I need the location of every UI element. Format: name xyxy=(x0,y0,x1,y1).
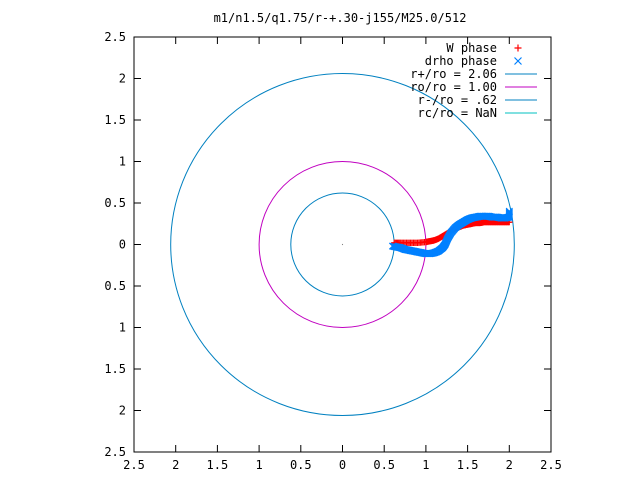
x-tick-label: 2 xyxy=(172,458,179,472)
x-tick-label: 1.5 xyxy=(207,458,229,472)
y-tick-label: 2.5 xyxy=(104,445,126,459)
x-tick-label: 1 xyxy=(255,458,262,472)
x-tick-label: 2.5 xyxy=(123,458,145,472)
y-tick-label: 1 xyxy=(119,155,126,169)
legend-marker xyxy=(514,57,522,65)
x-tick-label: 0.5 xyxy=(373,458,395,472)
data-point xyxy=(505,210,513,218)
x-tick-label: 0.5 xyxy=(290,458,312,472)
y-tick-label: 0 xyxy=(119,238,126,252)
axis-ticks: 2.5 2 1.5 1 0.5 0 0.5 1 1.5 2 2.52.521.510.500.511… xyxy=(104,30,562,472)
x-tick-label: 1.5 xyxy=(457,458,479,472)
x-tick-label: 1 xyxy=(422,458,429,472)
y-tick-label: 1 xyxy=(119,321,126,335)
origin-dot xyxy=(341,243,344,246)
legend-label: ro/ro = 1.00 xyxy=(410,80,497,94)
y-tick-label: 1.5 xyxy=(104,113,126,127)
y-tick-label: 1.5 xyxy=(104,362,126,376)
data-point xyxy=(505,207,513,215)
data-point xyxy=(505,209,513,217)
legend-label: r+/ro = 2.06 xyxy=(410,67,497,81)
y-tick-label: 2 xyxy=(119,404,126,418)
x-tick-label: 2.5 xyxy=(540,458,562,472)
legend-label: rc/ro = NaN xyxy=(418,106,497,120)
legend-marker xyxy=(514,44,522,52)
y-tick-label: 2 xyxy=(119,72,126,86)
y-tick-label: 0.5 xyxy=(104,279,126,293)
x-tick-label: 0 xyxy=(339,458,346,472)
data-point xyxy=(505,208,513,216)
legend-label: r-/ro = .62 xyxy=(418,93,497,107)
y-tick-label: 2.5 xyxy=(104,30,126,44)
legend-label: drho phase xyxy=(425,54,497,68)
series-layer xyxy=(170,73,515,416)
series-drho-phase xyxy=(388,207,513,258)
circle-r+ro xyxy=(170,73,515,416)
chart-title: m1/n1.5/q1.75/r-+.30-j155/M25.0/512 xyxy=(214,11,467,25)
x-tick-label: 2 xyxy=(506,458,513,472)
y-tick-label: 0.5 xyxy=(104,196,126,210)
legend-label: W phase xyxy=(446,41,497,55)
